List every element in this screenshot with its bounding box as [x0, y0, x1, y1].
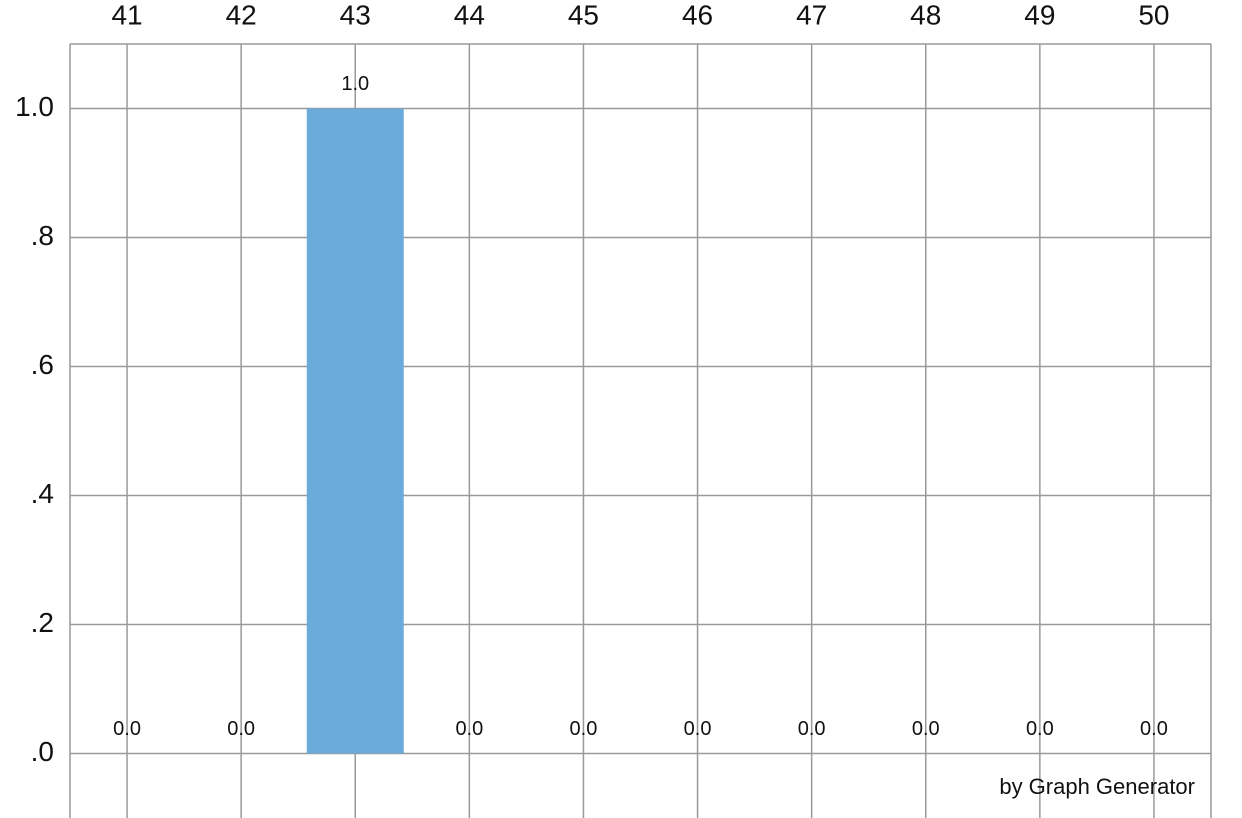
- x-tick-label: 42: [226, 0, 257, 30]
- x-tick-label: 43: [340, 0, 371, 30]
- y-tick-label: .0: [31, 736, 54, 767]
- x-tick-label: 41: [111, 0, 142, 30]
- value-label: 0.0: [912, 718, 940, 740]
- value-label: 0.0: [227, 718, 255, 740]
- y-tick-label: .6: [31, 349, 54, 380]
- x-tick-label: 46: [682, 0, 713, 30]
- x-tick-label: 45: [568, 0, 599, 30]
- value-label: 0.0: [570, 718, 598, 740]
- x-tick-label: 49: [1024, 0, 1055, 30]
- value-label: 0.0: [1140, 718, 1168, 740]
- x-tick-label: 50: [1138, 0, 1169, 30]
- y-tick-label: .8: [31, 220, 54, 251]
- credit: by Graph Generator: [999, 774, 1195, 799]
- x-tick-label: 47: [796, 0, 827, 30]
- value-label: 1.0: [341, 73, 369, 95]
- value-label: 0.0: [1026, 718, 1054, 740]
- value-label: 0.0: [684, 718, 712, 740]
- value-label: 0.0: [455, 718, 483, 740]
- y-tick-label: .2: [31, 607, 54, 638]
- value-label: 0.0: [113, 718, 141, 740]
- y-tick-label: 1.0: [15, 91, 54, 122]
- x-tick-label: 48: [910, 0, 941, 30]
- x-tick-label: 44: [454, 0, 485, 30]
- y-tick-label: .4: [31, 478, 54, 509]
- value-label: 0.0: [798, 718, 826, 740]
- bar: [306, 108, 404, 754]
